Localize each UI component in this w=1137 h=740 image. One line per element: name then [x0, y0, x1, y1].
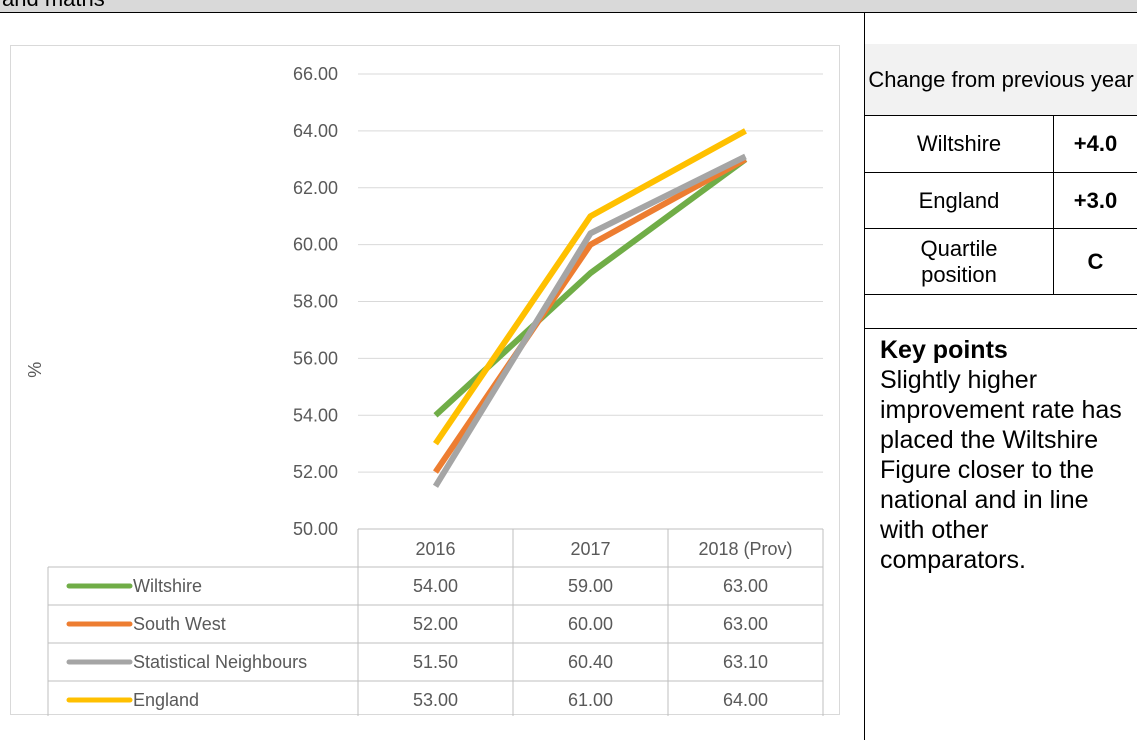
info-value-quartile: C: [1087, 248, 1104, 274]
panel-line: [864, 172, 1137, 173]
info-value-england: +3.0: [1073, 187, 1118, 213]
panel-line: [864, 328, 1137, 329]
y-tick-label: 52.00: [293, 462, 338, 482]
header-text: and maths: [2, 0, 105, 10]
header-strip: and maths: [0, 0, 1137, 13]
info-column-separator: [1053, 115, 1054, 294]
y-axis-label: %: [25, 362, 45, 378]
info-label-quartile: Quartile position: [920, 235, 998, 287]
data-table-value: 54.00: [413, 576, 458, 596]
data-table-value: 63.00: [723, 614, 768, 634]
key-points-text: Slightly higher improvement rate has pla…: [880, 366, 1122, 574]
y-tick-label: 66.00: [293, 64, 338, 84]
series-line-england: [433, 128, 747, 446]
data-table-value: 59.00: [568, 576, 613, 596]
info-value-wiltshire: +4.0: [1073, 131, 1118, 156]
data-table-value: 60.00: [568, 614, 613, 634]
info-label-wiltshire: Wiltshire: [916, 131, 1002, 156]
info-panel-title: Change from previous year: [865, 44, 1137, 115]
y-tick-label: 54.00: [293, 405, 338, 425]
data-table-value: 53.00: [413, 690, 458, 710]
panel-divider: [864, 12, 865, 740]
data-table-value: 52.00: [413, 614, 458, 634]
series-line-south-west: [433, 156, 747, 474]
y-tick-label: 62.00: [293, 178, 338, 198]
chart-area: 50.00 52.00 54.00 56.00 58.00 60.00 62.00 64.00…: [10, 45, 840, 716]
key-points: Key points Slightly higher improvement r…: [880, 335, 1135, 575]
y-tick-label: 56.00: [293, 348, 338, 368]
series-line-statistical-neighbours: [432, 153, 747, 488]
y-tick-label: 50.00: [293, 519, 338, 539]
y-tick-label: 64.00: [293, 121, 338, 141]
x-category-label: 2018 (Prov): [698, 539, 792, 559]
line-chart: 50.00 52.00 54.00 56.00 58.00 60.00 62.00 64.00…: [25, 64, 824, 716]
legend-label: England: [133, 690, 199, 710]
x-category-label: 2016: [415, 539, 455, 559]
data-table-value: 61.00: [568, 690, 613, 710]
data-table-value: 51.50: [413, 652, 458, 672]
legend-label: South West: [133, 614, 226, 634]
panel-line: [864, 115, 1137, 116]
data-table-value: 63.00: [723, 576, 768, 596]
y-tick-label: 60.00: [293, 235, 338, 255]
info-label-england: England: [918, 187, 1000, 213]
legend-label: Wiltshire: [133, 576, 202, 596]
x-category-label: 2017: [570, 539, 610, 559]
data-table-value: 60.40: [568, 652, 613, 672]
data-table-value: 63.10: [723, 652, 768, 672]
y-tick-label: 58.00: [293, 292, 338, 312]
panel-line: [864, 228, 1137, 229]
legend-label: Statistical Neighbours: [133, 652, 307, 672]
key-points-title: Key points: [880, 336, 1008, 364]
data-table-value: 64.00: [723, 690, 768, 710]
panel-line: [864, 294, 1137, 295]
